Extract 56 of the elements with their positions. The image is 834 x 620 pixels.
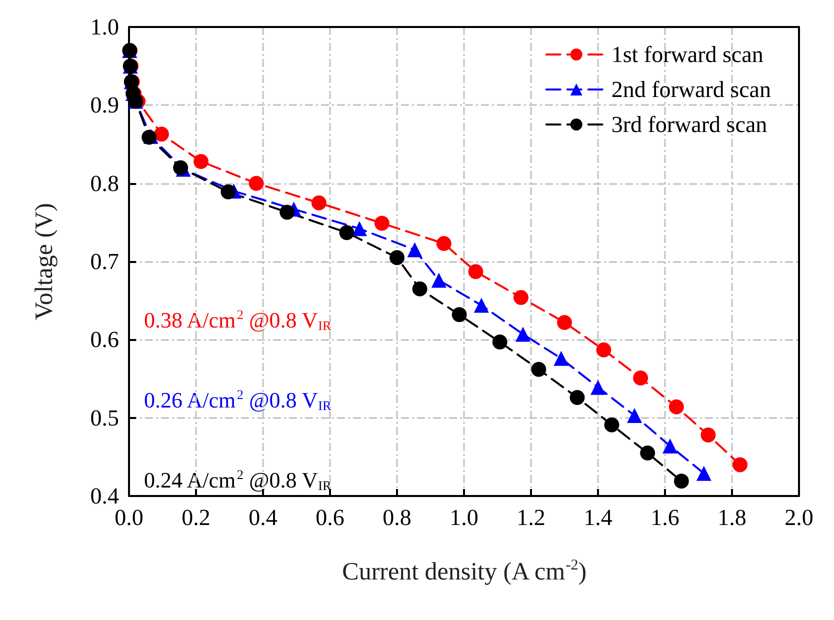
y-tick-label: 0.7: [90, 249, 119, 274]
point: [194, 154, 209, 169]
x-tick-label: 1.8: [718, 505, 746, 530]
point: [604, 417, 620, 432]
point: [627, 408, 642, 423]
legend-label: 1st forward scan: [611, 42, 764, 67]
y-axis-title: Voltage (V): [31, 203, 58, 320]
point: [374, 216, 390, 231]
point: [390, 250, 404, 266]
x-tick-label: 1.6: [650, 505, 680, 530]
point: [474, 298, 489, 313]
y-tick-label: 0.6: [90, 327, 119, 352]
point: [452, 307, 467, 322]
point: [154, 126, 169, 142]
x-tick-label: 2.0: [784, 505, 814, 530]
x-tick-label: 1.4: [584, 505, 613, 530]
point: [696, 466, 712, 481]
point: [633, 370, 648, 386]
point: [352, 221, 367, 236]
y-tick-label: 0.8: [90, 170, 119, 196]
point: [554, 350, 569, 366]
point: [596, 342, 612, 358]
point: [662, 438, 678, 454]
point: [492, 334, 508, 350]
point: [412, 281, 428, 296]
x-tick-label: 0.4: [248, 505, 278, 530]
point: [570, 390, 585, 406]
point: [700, 428, 716, 443]
y-tick-label: 1.0: [90, 14, 119, 40]
y-tick-label: 0.5: [90, 405, 119, 430]
x-tick-label: 0.2: [182, 505, 210, 530]
point: [468, 264, 484, 280]
point: [557, 314, 572, 330]
point: [531, 362, 546, 377]
point: [220, 184, 236, 200]
point: [590, 380, 606, 395]
point: [732, 457, 748, 472]
x-tick-label: 0.8: [382, 505, 412, 530]
point: [407, 242, 422, 258]
point: [640, 446, 656, 461]
x-tick-label: 1.0: [450, 505, 478, 530]
point: [674, 474, 689, 489]
x-tick-label: 1.2: [516, 505, 546, 530]
point: [311, 195, 326, 210]
point: [280, 204, 295, 220]
point: [431, 272, 446, 288]
x-tick-label: 0.6: [316, 505, 344, 530]
point: [668, 399, 684, 414]
point: [436, 236, 452, 252]
point: [515, 326, 530, 342]
y-tick-label: 0.9: [90, 92, 119, 118]
point: [513, 290, 528, 305]
point: [339, 225, 354, 240]
legend-label: 3rd forward scan: [611, 112, 768, 137]
point: [248, 176, 264, 191]
legend-label: 2nd forward scan: [611, 77, 772, 102]
